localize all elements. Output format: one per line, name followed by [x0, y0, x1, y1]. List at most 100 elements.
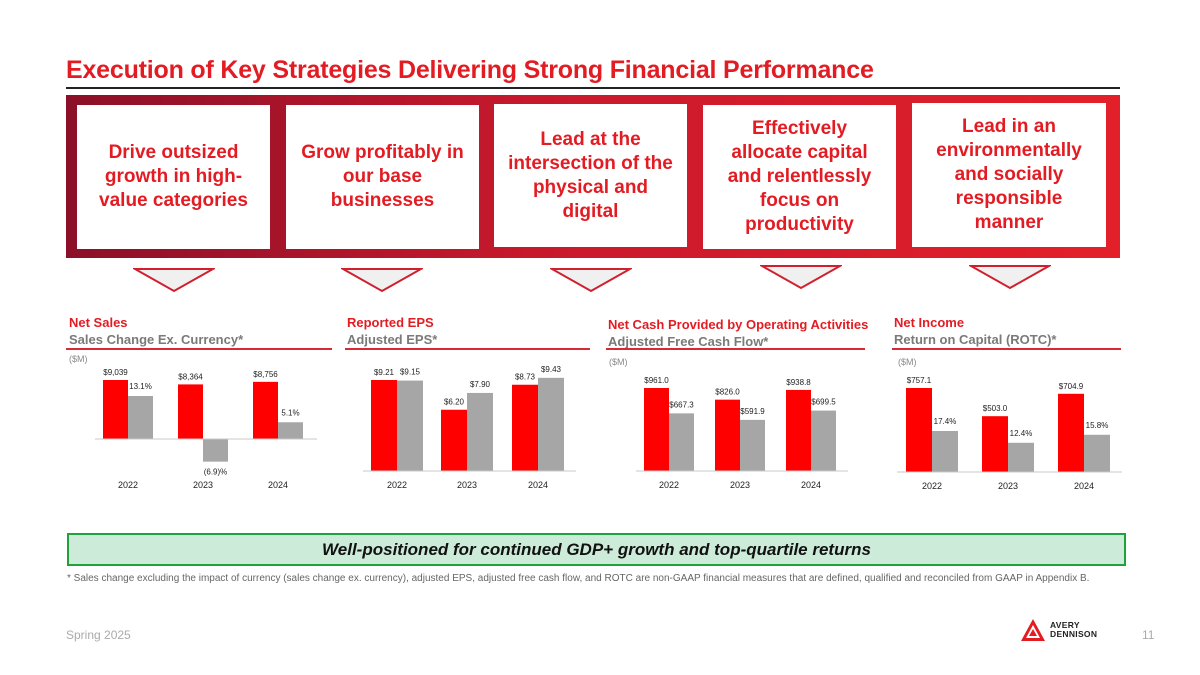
bar-net_sales-secondary	[128, 396, 153, 439]
data-label-secondary: 12.4%	[1010, 429, 1033, 438]
data-label-secondary: $7.90	[470, 380, 491, 389]
company-logo: AVERY DENNISON	[1020, 618, 1097, 642]
bar-eps-primary	[441, 409, 467, 471]
bar-eps-primary	[371, 380, 397, 471]
x-tick-label: 2022	[922, 481, 942, 491]
eps-title: Reported EPS	[347, 315, 434, 330]
bar-income-secondary	[1084, 434, 1110, 472]
unit-label: ($M)	[609, 357, 628, 367]
data-label-secondary: $9.43	[541, 365, 562, 374]
income-rule	[892, 348, 1121, 350]
down-triangle-icon	[969, 265, 1051, 290]
unit-label: ($M)	[69, 354, 88, 364]
net-sales-heading: Net Sales Sales Change Ex. Currency*	[69, 315, 243, 347]
data-label-primary: $8.73	[515, 373, 536, 382]
cash-title: Net Cash Provided by Operating Activitie…	[608, 317, 869, 332]
bar-net_sales-secondary	[203, 439, 228, 462]
net-sales-rule	[66, 348, 332, 350]
data-label-primary: $6.20	[444, 398, 465, 407]
cash-subtitle: Adjusted Free Cash Flow*	[608, 334, 769, 349]
net-sales-title: Net Sales	[69, 315, 128, 330]
income-heading: Net Income Return on Capital (ROTC)*	[894, 315, 1057, 347]
data-label-secondary: $667.3	[669, 400, 694, 409]
summary-banner: Well-positioned for continued GDP+ growt…	[67, 533, 1126, 566]
data-label-primary: $8,756	[253, 370, 278, 379]
x-tick-label: 2024	[801, 480, 821, 490]
x-tick-label: 2024	[1074, 481, 1094, 491]
bar-cash-secondary	[669, 413, 694, 471]
data-label-secondary: $9.15	[400, 368, 421, 377]
bar-net_sales-primary	[103, 380, 128, 439]
strategy-box-2: Grow profitably in our base businesses	[286, 105, 479, 249]
x-tick-label: 2023	[730, 480, 750, 490]
down-triangle-icon	[133, 268, 215, 293]
footnote: * Sales change excluding the impact of c…	[67, 573, 1090, 584]
bar-income-secondary	[1008, 442, 1034, 472]
bar-cash-primary	[644, 388, 669, 471]
x-tick-label: 2024	[528, 480, 548, 490]
cash-rule	[606, 348, 865, 350]
x-tick-label: 2023	[998, 481, 1018, 491]
cash-heading: Net Cash Provided by Operating Activitie…	[608, 317, 868, 349]
strategy-box-1: Drive outsized growth in high-value cate…	[77, 105, 270, 249]
data-label-primary: $9.21	[374, 368, 395, 377]
net-sales-subtitle: Sales Change Ex. Currency*	[69, 332, 244, 347]
strategy-box-4: Effectively allocate capital and relentl…	[703, 105, 896, 249]
page-title: Execution of Key Strategies Delivering S…	[66, 56, 874, 84]
data-label-secondary: (6.9)%	[204, 468, 228, 477]
strategy-box-5: Lead in an environmentally and socially …	[912, 103, 1106, 247]
bar-income-primary	[906, 388, 932, 472]
bar-cash-primary	[715, 399, 740, 471]
bar-eps-secondary	[397, 380, 423, 471]
data-label-primary: $961.0	[644, 376, 669, 385]
data-label-secondary: 5.1%	[281, 408, 299, 417]
title-divider	[66, 87, 1120, 89]
income-title: Net Income	[894, 315, 965, 330]
bar-income-secondary	[932, 431, 958, 472]
x-tick-label: 2022	[659, 480, 679, 490]
data-label-secondary: 17.4%	[934, 417, 957, 426]
x-tick-label: 2023	[457, 480, 477, 490]
down-triangle-icon	[760, 265, 842, 290]
data-label-primary: $8,364	[178, 372, 203, 381]
bar-net_sales-secondary	[278, 422, 303, 439]
bar-cash-secondary	[740, 419, 765, 471]
data-label-primary: $503.0	[983, 404, 1008, 413]
bar-eps-primary	[512, 384, 538, 471]
data-label-primary: $9,039	[103, 368, 128, 377]
data-label-primary: $757.1	[907, 376, 932, 385]
data-label-secondary: $591.9	[740, 407, 765, 416]
avery-logo-icon	[1021, 619, 1045, 641]
bar-net_sales-primary	[178, 384, 203, 439]
income-subtitle: Return on Capital (ROTC)*	[894, 332, 1057, 347]
logo-line-1: AVERY	[1050, 620, 1080, 630]
eps-subtitle: Adjusted EPS*	[347, 332, 438, 347]
down-triangle-icon	[550, 268, 632, 293]
data-label-secondary: 13.1%	[129, 382, 152, 391]
bar-cash-primary	[786, 389, 811, 471]
footer-season: Spring 2025	[66, 628, 131, 642]
page-number: 11	[1142, 628, 1155, 642]
down-triangle-icon	[341, 268, 423, 293]
x-tick-label: 2023	[193, 480, 213, 490]
logo-line-2: DENNISON	[1050, 629, 1098, 639]
unit-label: ($M)	[898, 357, 917, 367]
bar-net_sales-primary	[253, 381, 278, 439]
data-label-primary: $938.8	[786, 378, 811, 387]
x-tick-label: 2024	[268, 480, 288, 490]
data-label-secondary: 15.8%	[1086, 421, 1109, 430]
bar-eps-secondary	[467, 392, 493, 471]
bar-income-primary	[982, 416, 1008, 472]
bar-cash-secondary	[811, 410, 836, 471]
strategy-box-3: Lead at the intersection of the physical…	[494, 104, 687, 247]
data-label-primary: $826.0	[715, 388, 740, 397]
data-label-secondary: $699.5	[811, 398, 836, 407]
bar-eps-secondary	[538, 377, 564, 471]
eps-heading: Reported EPS Adjusted EPS*	[347, 315, 437, 347]
x-tick-label: 2022	[387, 480, 407, 490]
bar-income-primary	[1058, 393, 1084, 472]
